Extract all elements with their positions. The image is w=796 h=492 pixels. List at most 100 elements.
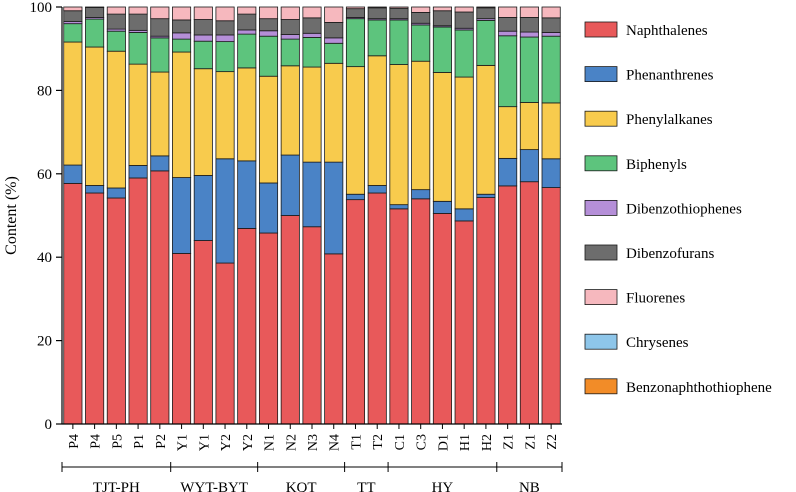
bar-segment (411, 189, 431, 200)
bar-segment (172, 38, 192, 53)
legend-label: Phenanthrenes (626, 68, 714, 84)
bar-segment (150, 71, 170, 157)
bar-segment (541, 35, 561, 104)
bar-segment (193, 40, 213, 70)
bar-segment (345, 199, 366, 425)
x-tick-label: C3 (415, 434, 430, 450)
bar-segment (215, 41, 235, 73)
bar-segment (324, 42, 344, 64)
bar-segment (454, 6, 474, 13)
y-tick-label: 40 (37, 250, 52, 266)
bar-segment (367, 6, 387, 9)
bar-segment (324, 6, 344, 23)
x-tick-label: P2 (154, 434, 169, 449)
bar-segment (519, 181, 539, 425)
y-tick-label: 20 (37, 334, 52, 350)
bar-segment (128, 165, 148, 179)
bar-segment (541, 102, 561, 160)
legend-swatch (584, 21, 618, 38)
bar-segment (411, 12, 431, 24)
bar-segment (106, 187, 126, 199)
group-label: TT (357, 480, 375, 492)
bar-segment (237, 6, 257, 15)
bar-segment (324, 37, 344, 44)
legend-label: Biphenyls (626, 157, 687, 173)
bar-segment (324, 161, 344, 255)
x-tick-label: P1 (132, 434, 147, 449)
bar-segment (63, 10, 83, 22)
bar-segment (215, 71, 235, 160)
bar-segment (389, 208, 409, 425)
bar-segment (324, 22, 344, 39)
bar-segment (541, 158, 561, 188)
x-tick-label: Y2 (219, 434, 234, 451)
bar-segment (85, 192, 105, 425)
bar-segment (215, 20, 235, 36)
bar-segment (85, 18, 105, 48)
bar-segment (345, 8, 366, 18)
bar-segment (476, 64, 496, 195)
bar-segment (106, 30, 126, 52)
bar-segment (237, 33, 257, 69)
bar-segment (302, 32, 322, 38)
bar-segment (237, 160, 257, 229)
bar-segment (345, 6, 366, 10)
bar-segment (128, 32, 148, 65)
group-label: NB (519, 480, 540, 492)
bar-segment (411, 6, 431, 13)
bar-segment (172, 6, 192, 21)
group-label: KQT (286, 480, 317, 492)
x-tick-label: Z1 (502, 434, 517, 450)
legend-swatch (584, 199, 618, 216)
y-tick-label: 100 (30, 0, 53, 16)
x-tick-label: N1 (263, 434, 278, 451)
bar-segment (128, 63, 148, 166)
x-tick-label: P5 (110, 434, 125, 449)
bar-segment (258, 18, 279, 32)
x-tick-label: C1 (393, 434, 408, 450)
bar-segment (454, 220, 474, 425)
x-tick-label: N3 (306, 434, 321, 451)
bar-segment (258, 75, 279, 184)
legend-swatch (584, 289, 618, 306)
bar-segment (541, 32, 561, 37)
bar-segment (454, 29, 474, 78)
bar-segment (432, 26, 452, 73)
bar-segment (63, 41, 83, 166)
bar-segment (106, 197, 126, 425)
bar-segment (172, 32, 192, 40)
legend-swatch (584, 333, 618, 350)
legend: Naphthalenes Phenanthrenes Phenylalkanes Bi… (584, 21, 772, 396)
bar-segment (150, 18, 170, 37)
x-tick-label: T1 (349, 434, 364, 450)
bar-segment (389, 64, 409, 206)
bar-segment (476, 19, 496, 66)
bar-segment (172, 253, 192, 425)
bar-segment (193, 19, 213, 36)
bar-segment (476, 193, 496, 198)
bar-segment (302, 226, 322, 425)
bar-segment (324, 62, 344, 163)
bar-segment (389, 19, 409, 65)
bar-segment (237, 228, 257, 425)
x-tick-label: T2 (371, 434, 386, 450)
bar-segment (454, 76, 474, 210)
bar-segment (498, 106, 518, 159)
bar-segment (389, 204, 409, 210)
bar-segment (193, 240, 213, 425)
bar-segment (389, 6, 409, 9)
bar-segment (85, 7, 105, 18)
plot-area (63, 6, 561, 425)
bar-segment (63, 164, 83, 184)
bar-segment (172, 177, 192, 254)
bar-segment (432, 213, 452, 425)
legend-swatch (584, 244, 618, 261)
x-tick-label: Y2 (241, 434, 256, 451)
x-tick-label: Z1 (523, 434, 538, 450)
bar-segment (411, 60, 431, 191)
bar-segment (541, 6, 561, 19)
bar-segment (302, 6, 322, 19)
bar-segment (280, 6, 300, 20)
bar-segment (367, 7, 387, 20)
bar-segment (280, 65, 300, 156)
